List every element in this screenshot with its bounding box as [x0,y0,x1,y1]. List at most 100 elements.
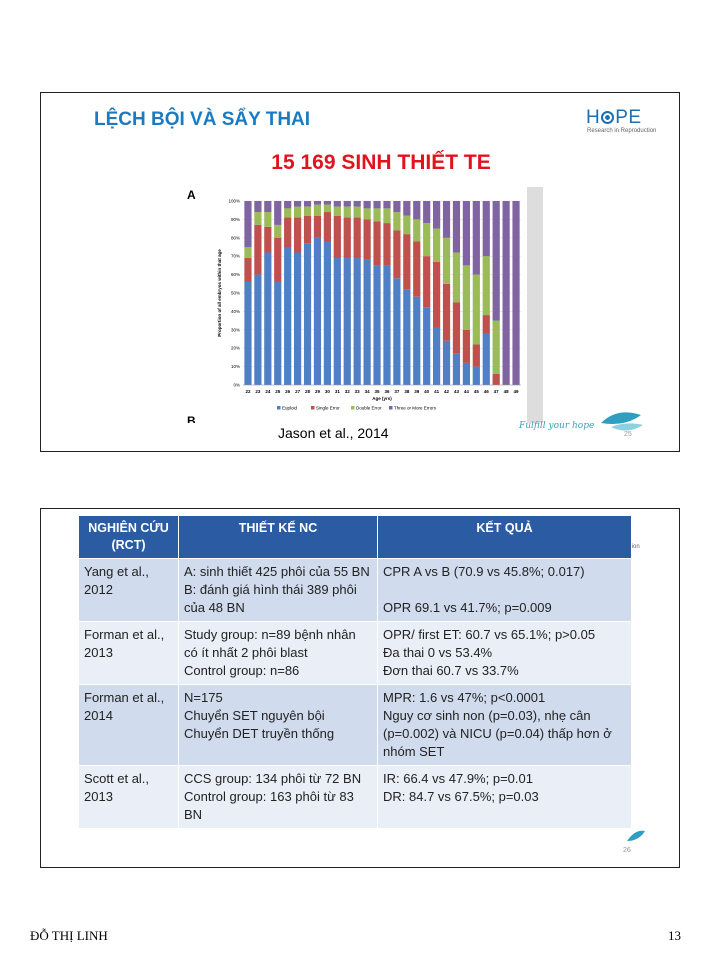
leaf-icon [601,412,643,431]
footer-author: ĐỖ THỊ LINH [30,928,108,943]
bar-segment [482,333,490,385]
logo-icon [601,111,615,124]
x-tick-label: 37 [394,389,400,394]
logo-tagline: ction [627,544,640,550]
cell-text: Chuyển DET truyền thống [184,726,335,741]
bar-segment [303,215,312,244]
bar-segment [393,230,401,279]
table-row: Forman et al., 2013 Study group: n=89 bện… [78,621,632,685]
table-cell: Forman et al., 2013 [78,621,179,685]
table-cell: IR: 66.4 vs 47.9%; p=0.01 DR: 84.7 vs 67.… [377,765,632,829]
x-tick-label: 22 [245,389,251,394]
bar-segment [313,215,322,238]
cell-text: N=175 [184,690,223,705]
slide-title: LỆCH BỘI VÀ SẨY THAI [94,109,311,130]
bar-segment [343,206,351,218]
bar-segment [244,281,252,385]
legend-swatch [277,406,281,410]
bar-segment [244,201,252,247]
table-cell: MPR: 1.6 vs 47%; p<0.0001 Nguy cơ sinh no… [377,684,632,766]
bar-segment [373,265,381,385]
bar-segment [492,373,500,385]
bar-segment [482,201,490,257]
bar-segment [442,283,451,341]
bar-segment [512,201,520,385]
bar-segment [373,201,381,209]
x-tick-label: 40 [424,389,430,394]
x-tick-label: 41 [434,389,440,394]
panel-label: B [187,414,196,423]
chart-title: 15 169 SINH THIẾT TE [271,151,491,174]
bar-segment [343,258,351,385]
table-cell: A: sinh thiết 425 phôi của 55 BN B: đánh … [178,558,378,622]
bar-segment [333,258,341,385]
cell-text: Control group: n=86 [184,663,300,678]
bar-segment [403,215,411,235]
panel-label: A [187,188,196,202]
slide-number: 25 [624,431,632,438]
bar-segment [264,212,272,227]
x-tick-label: 39 [414,389,420,394]
bar-segment [433,201,441,229]
legend-label: Euploid [282,406,298,411]
table-cell: Forman et al., 2014 [78,684,179,766]
bar-segment [363,259,371,385]
x-tick-label: 26 [285,389,291,394]
x-tick-label: 24 [265,389,271,394]
bar-segment [333,201,341,207]
x-tick-label: 27 [295,389,301,394]
bar-segment [472,274,480,345]
bar-segment [333,206,341,216]
x-tick-label: 45 [474,389,480,394]
bar-segment [383,201,391,209]
image-edge [527,187,543,423]
bar-segment [383,208,391,224]
logo-text: PE [615,107,642,128]
bar-segment [363,219,371,260]
x-tick-label: 25 [275,389,281,394]
bar-segment [462,362,470,385]
x-tick-label: 38 [404,389,410,394]
x-tick-label: 36 [384,389,390,394]
logo: H PE [586,107,642,129]
legend-swatch [351,406,355,410]
bar-segment [343,217,351,259]
y-tick-label: 10% [231,364,240,369]
x-tick-label: 30 [325,389,331,394]
bar-segment [274,237,282,282]
bar-segment [433,228,441,262]
bar-segment [423,223,431,257]
legend-label: Double Error [356,406,382,411]
cell-text: MPR: 1.6 vs 47%; p<0.0001 [383,690,546,705]
bar-segment [294,201,302,207]
cell-text: CCS group: 134 phôi từ 72 BN [184,771,362,786]
cell-text: OPR 69.1 vs 41.7%; p=0.009 [383,600,552,615]
cell-text: DR: 84.7 vs 67.5%; p=0.03 [383,789,539,804]
bar-segment [452,353,461,385]
y-tick-label: 60% [231,272,240,277]
table-row: Scott et al., 2013 CCS group: 134 phôi từ… [78,765,632,829]
y-tick-label: 90% [231,217,240,222]
x-tick-label: 23 [255,389,261,394]
table-cell: Scott et al., 2013 [78,765,179,829]
bar-segment [323,201,331,205]
x-tick-label: 49 [514,389,520,394]
cell-text: A: sinh thiết 425 phôi của 55 BN [184,564,370,579]
bar-segment [343,201,351,207]
y-tick-label: 50% [231,291,240,296]
bar-segment [254,274,262,385]
bar-segment [353,206,361,218]
cell-text: Scott et al., 2013 [84,771,150,804]
y-tick-label: 30% [231,327,240,332]
x-tick-label: 29 [315,389,321,394]
bar-segment [274,224,282,238]
bar-segment [294,252,302,385]
logo-text: H [586,107,601,128]
x-tick-label: 28 [305,389,311,394]
bar-segment [472,366,480,385]
y-tick-label: 40% [231,309,240,314]
bar-segment [333,215,341,259]
x-tick-label: 47 [494,389,500,394]
bar-segment [284,247,292,385]
bar-segment [373,208,381,222]
